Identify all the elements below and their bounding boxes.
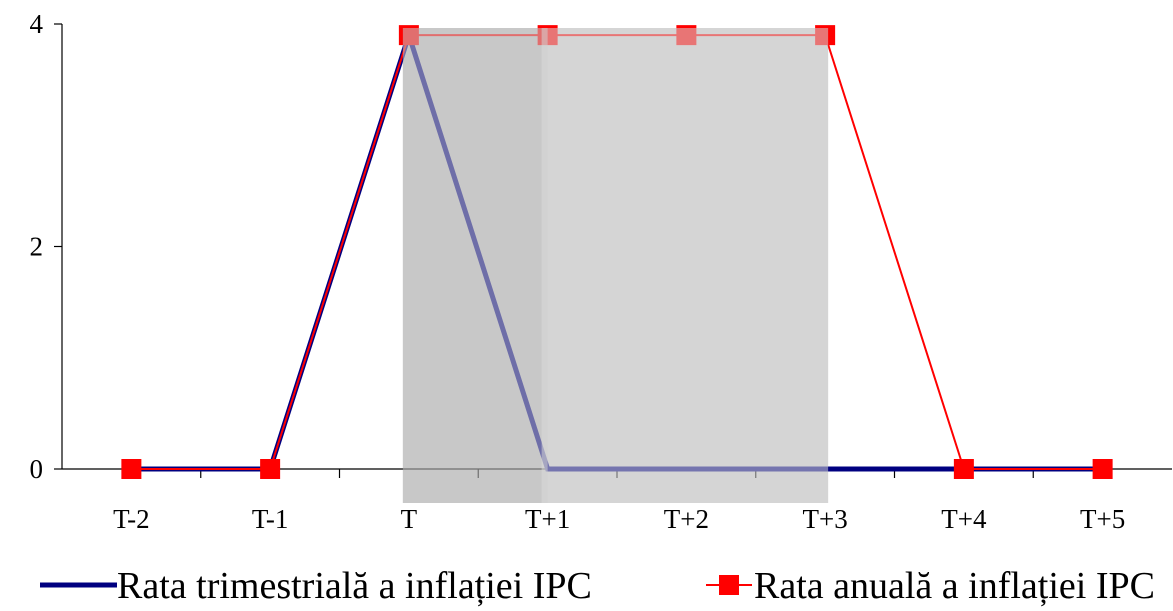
x-tick-label: T+1 [525,504,570,534]
shaded-region-overlay-2 [541,28,829,503]
shaded-region-overlay-1 [402,28,548,503]
x-tick-label: T+2 [664,504,709,534]
tick-labels: 0 2 4 T-2 T-1 T T+1 T+2 T+3 T+4 T+5 [30,9,1126,534]
data-point-annual [953,459,974,479]
data-point-annual [260,459,281,479]
x-tick-label: T [401,504,418,534]
x-tick-label: T+5 [1080,504,1125,534]
data-point-annual [1092,459,1113,479]
y-tick-label: 2 [30,232,44,262]
legend: Rata trimestrială a inflației IPC Rata an… [40,565,1155,607]
legend-swatch-annual-marker [719,575,739,595]
data-point-annual [121,459,142,479]
y-tick-label: 0 [30,454,44,484]
x-tick-label: T-1 [252,504,289,534]
legend-label-annual: Rata anuală a inflației IPC [754,565,1155,607]
y-tick-label: 4 [30,9,44,39]
legend-label-quarterly: Rata trimestrială a inflației IPC [117,565,592,607]
x-tick-label: T-2 [113,504,150,534]
x-tick-label: T+3 [803,504,848,534]
x-tick-label: T+4 [941,504,987,534]
shaded-overlay [402,28,829,503]
